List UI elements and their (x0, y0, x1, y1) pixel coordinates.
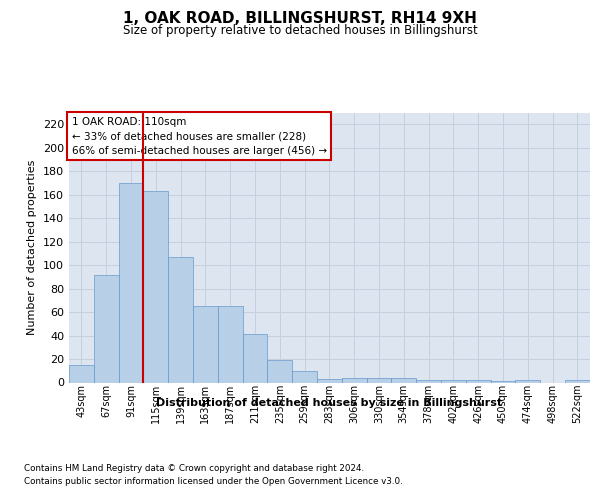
Text: Size of property relative to detached houses in Billingshurst: Size of property relative to detached ho… (122, 24, 478, 37)
Bar (143, 191, 168, 382)
Bar (515, 380, 540, 382)
Bar (242, 334, 268, 382)
Bar (367, 378, 391, 382)
Bar (466, 380, 491, 382)
Text: Distribution of detached houses by size in Billingshurst: Distribution of detached houses by size … (156, 398, 502, 407)
Text: Contains HM Land Registry data © Crown copyright and database right 2024.: Contains HM Land Registry data © Crown c… (24, 464, 364, 473)
Text: 1, OAK ROAD, BILLINGSHURST, RH14 9XH: 1, OAK ROAD, BILLINGSHURST, RH14 9XH (123, 11, 477, 26)
Y-axis label: Number of detached properties: Number of detached properties (28, 160, 37, 335)
Bar (268, 360, 292, 382)
Bar (119, 183, 143, 382)
Bar (391, 378, 416, 382)
Bar (193, 306, 218, 382)
Bar (218, 306, 242, 382)
Bar (416, 380, 441, 382)
Text: 1 OAK ROAD: 110sqm
← 33% of detached houses are smaller (228)
66% of semi-detach: 1 OAK ROAD: 110sqm ← 33% of detached hou… (71, 116, 327, 156)
Bar (94, 274, 119, 382)
Bar (342, 378, 367, 382)
Text: Contains public sector information licensed under the Open Government Licence v3: Contains public sector information licen… (24, 477, 403, 486)
Bar (292, 371, 317, 382)
Bar (168, 257, 193, 382)
Bar (441, 380, 466, 382)
Bar (317, 379, 342, 382)
Bar (69, 365, 94, 382)
Bar (565, 380, 590, 382)
